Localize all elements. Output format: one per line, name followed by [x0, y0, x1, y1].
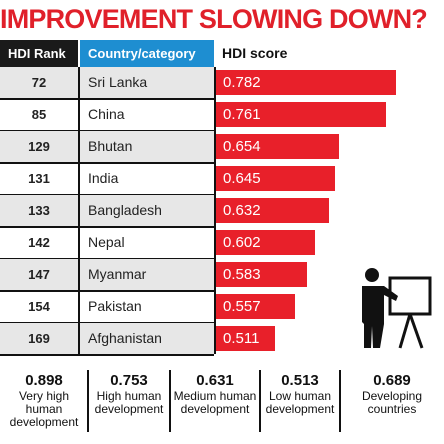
legend-divider: [259, 370, 261, 432]
rank-cell: 154: [28, 299, 50, 314]
legend-value: 0.753: [110, 372, 148, 389]
legend-item: 0.631 Medium human development: [170, 364, 260, 444]
table-row: 142 Nepal 0.602: [0, 227, 444, 260]
rank-cell: 72: [0, 67, 78, 98]
hdi-bar: 0.583: [216, 262, 307, 287]
rank-cell: 133: [0, 195, 78, 226]
category-legend: 0.898 Very high human development 0.753 Hig…: [0, 364, 444, 444]
rank-cell: 147: [0, 259, 78, 290]
hdi-rank-header: HDI Rank: [0, 40, 78, 67]
page-title: IMPROVEMENT SLOWING DOWN?: [0, 4, 428, 34]
legend-item: 0.513 Low human development: [260, 364, 340, 444]
legend-label: Developing countries: [361, 389, 423, 416]
legend-label: Medium human development: [173, 389, 257, 416]
country-cell: Myanmar: [80, 259, 214, 290]
presenter-board-icon: [362, 268, 432, 349]
legend-label: Low human development: [265, 389, 335, 416]
row-divider: [0, 162, 214, 164]
rank-cell: 142: [28, 235, 50, 250]
hdi-bar: 0.602: [216, 230, 316, 255]
row-divider: [0, 290, 214, 292]
legend-value: 0.631: [196, 372, 234, 389]
legend-item: 0.753 High human development: [88, 364, 170, 444]
table-row: 72 Sri Lanka 0.782: [0, 67, 444, 100]
rank-cell: 85: [31, 107, 47, 122]
legend-divider: [169, 370, 171, 432]
country-cell: Bhutan: [80, 131, 214, 162]
country-cell: Afghanistan: [80, 323, 214, 354]
table-row: 129 Bhutan 0.654: [0, 131, 444, 164]
country-cell: Pakistan: [88, 298, 142, 314]
table-row: 131 India 0.645: [0, 163, 444, 196]
legend-value: 0.898: [25, 372, 63, 389]
legend-item: 0.898 Very high human development: [0, 364, 88, 444]
country-cell: Bangladesh: [80, 195, 214, 226]
legend-label: High human development: [94, 389, 164, 416]
table-row: 85 China 0.761: [0, 99, 444, 132]
country-cell: India: [88, 170, 119, 186]
hdi-bar: 0.654: [216, 134, 339, 159]
legend-value: 0.689: [373, 372, 411, 389]
rank-cell: 131: [28, 171, 50, 186]
table-row: 133 Bangladesh 0.632: [0, 195, 444, 228]
country-category-header: Country/category: [80, 40, 214, 67]
hdi-bar: 0.645: [216, 166, 335, 191]
table-row: 169 Afghanistan 0.511: [0, 323, 444, 356]
column-divider-rank: [78, 67, 80, 354]
row-divider: [0, 226, 214, 228]
legend-divider: [87, 370, 89, 432]
country-cell: Nepal: [88, 234, 125, 250]
row-divider: [0, 354, 214, 356]
hdi-bar: 0.511: [216, 326, 275, 351]
hdi-bar: 0.782: [216, 70, 396, 95]
country-cell: Sri Lanka: [80, 67, 214, 98]
column-divider-country: [214, 67, 216, 354]
legend-value: 0.513: [281, 372, 319, 389]
legend-item: 0.689 Developing countries: [340, 364, 444, 444]
legend-divider: [339, 370, 341, 432]
hdi-bar: 0.632: [216, 198, 329, 223]
country-cell: China: [88, 106, 125, 122]
rank-cell: 169: [0, 323, 78, 354]
hdi-score-header: HDI score: [222, 45, 288, 61]
hdi-bar: 0.761: [216, 102, 387, 127]
table-row: 147 Myanmar 0.583: [0, 259, 444, 292]
legend-label: Very high human development: [9, 389, 79, 429]
row-divider: [0, 98, 214, 100]
rank-cell: 129: [0, 131, 78, 162]
hdi-bar: 0.557: [216, 294, 296, 319]
